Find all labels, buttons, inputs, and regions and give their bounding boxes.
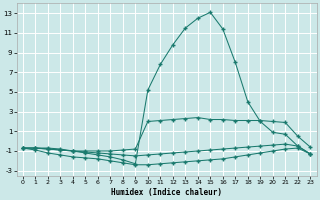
X-axis label: Humidex (Indice chaleur): Humidex (Indice chaleur)	[111, 188, 222, 197]
